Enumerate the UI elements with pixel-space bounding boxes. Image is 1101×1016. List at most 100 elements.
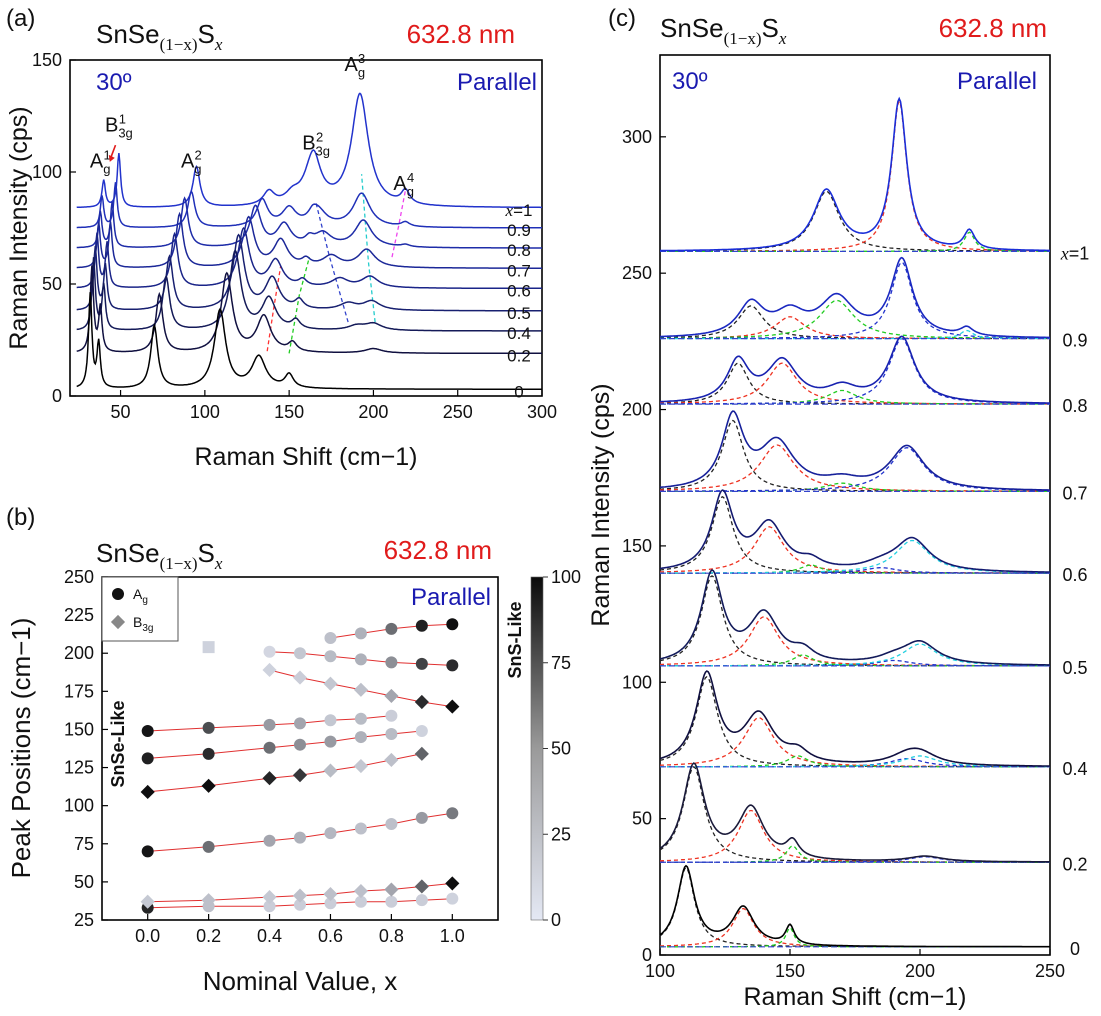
spectrum-line [76,292,542,390]
ag-point [354,731,367,744]
ag-point [202,747,215,760]
b3g-point [414,694,429,710]
peak-annotation: Ag1 [90,148,111,177]
peak-annotation: Ag2 [181,148,202,177]
ag-point [294,898,306,911]
y-tick-label: 25 [74,910,94,930]
series-label: 0.7 [507,261,531,280]
ag-point [385,817,398,830]
panel-a-polarization: Parallel [457,69,537,96]
y-tick-label: 125 [64,758,94,778]
ag-point [385,709,398,722]
panel-b-xlabel: Nominal Value, x [203,966,398,996]
y-tick-label: 100 [32,162,62,182]
peak-annotation: Ag4 [393,170,414,199]
y-tick-label: 225 [64,605,94,625]
ag-point [202,840,215,853]
series-label: 0.8 [1062,396,1087,416]
x-tick-label: 50 [111,402,131,422]
y-tick-label: 0 [642,945,652,965]
x-tick-label: 1.0 [440,926,465,946]
y-tick-label: 100 [64,796,94,816]
component-curve [659,496,1050,574]
ag-point [385,622,398,635]
series-label: 0 [514,382,523,401]
x-tick-label: 100 [190,402,220,422]
component-curve [660,190,1050,252]
b3g-point [292,888,308,903]
x-tick-label: 250 [443,402,473,422]
trend-line [315,203,349,323]
series-label: 0.9 [1062,331,1087,351]
trend-line [360,174,376,323]
b3g-point [384,752,399,768]
b3g-point [414,879,429,894]
component-curve [660,99,1050,252]
b3g-point [353,682,368,697]
y-tick-label: 250 [64,567,94,587]
panel-c-polarization: Parallel [957,68,1037,95]
panel-c-xlabel: Raman Shift (cm−1) [744,983,967,1011]
series-label: 0.4 [507,324,531,343]
peak-annotation: B3g1 [105,112,133,141]
panel-c-wavelength: 632.8 nm [939,13,1047,43]
b3g-point [140,894,155,909]
ag-point [385,895,398,908]
x-tick-label: 300 [527,402,557,422]
x-tick-label: 200 [358,402,388,422]
series-label: 0.8 [507,241,531,260]
colorbar-tick-label: 50 [551,739,571,759]
y-tick-label: 50 [42,274,62,294]
ag-point [263,834,276,847]
y-tick-label: 150 [32,50,62,70]
ag-point [446,618,459,631]
y-tick-label: 300 [622,127,652,147]
ag-point [415,657,428,670]
ag-point [324,650,337,663]
y-tick-label: 150 [622,536,652,556]
ag-point [385,728,398,741]
panel-a-wavelength: 632.8 nm [407,19,515,49]
x-tick-label: 0.0 [135,926,160,946]
b3g-point [384,688,399,703]
square-point [202,641,215,654]
x-tick-label: 150 [775,961,805,981]
legend-b3g-label: B3g [133,614,153,634]
ag-point [354,712,367,725]
panel-c-angle: 30º [672,68,708,95]
legend-ag-label: Ag [133,586,148,606]
b3g-point [445,699,460,714]
y-tick-label: 50 [632,809,652,829]
component-curve [659,765,1050,863]
y-tick-label: 75 [74,834,94,854]
spectrum-line [76,182,542,229]
component-curve [660,809,1050,863]
ag-point [263,741,276,754]
spectrum-line [659,864,1050,948]
spectrum-line [659,762,1050,863]
panel-b-polarization: Parallel [411,584,491,611]
x-tick-label: 0.4 [257,926,282,946]
component-curve [659,866,1050,948]
component-curve [660,362,1050,405]
ag-point [415,811,428,824]
y-tick-label: 175 [64,681,94,701]
b3g-point [201,778,216,793]
panel-a-ylabel: Raman Intensity (cps) [5,106,33,349]
series-label: 0.5 [1062,658,1087,678]
spectrum-line [76,211,542,269]
panel-b-wavelength: 632.8 nm [384,535,492,565]
colorbar-tick-label: 100 [551,567,581,587]
component-curve [659,362,1050,405]
ag-point [324,897,337,910]
panel-a-label: (a) [6,5,35,32]
ag-point [354,627,367,640]
component-curve [660,337,1050,405]
ag-point [141,752,154,765]
arrow-head [108,154,115,162]
panel-c-plot-area [659,54,1051,956]
panel-c-ylabel: Raman Intensity (cps) [587,383,615,626]
fit-line [147,730,422,759]
panel-c-label: (c) [608,5,636,32]
b3g-point [323,676,338,691]
